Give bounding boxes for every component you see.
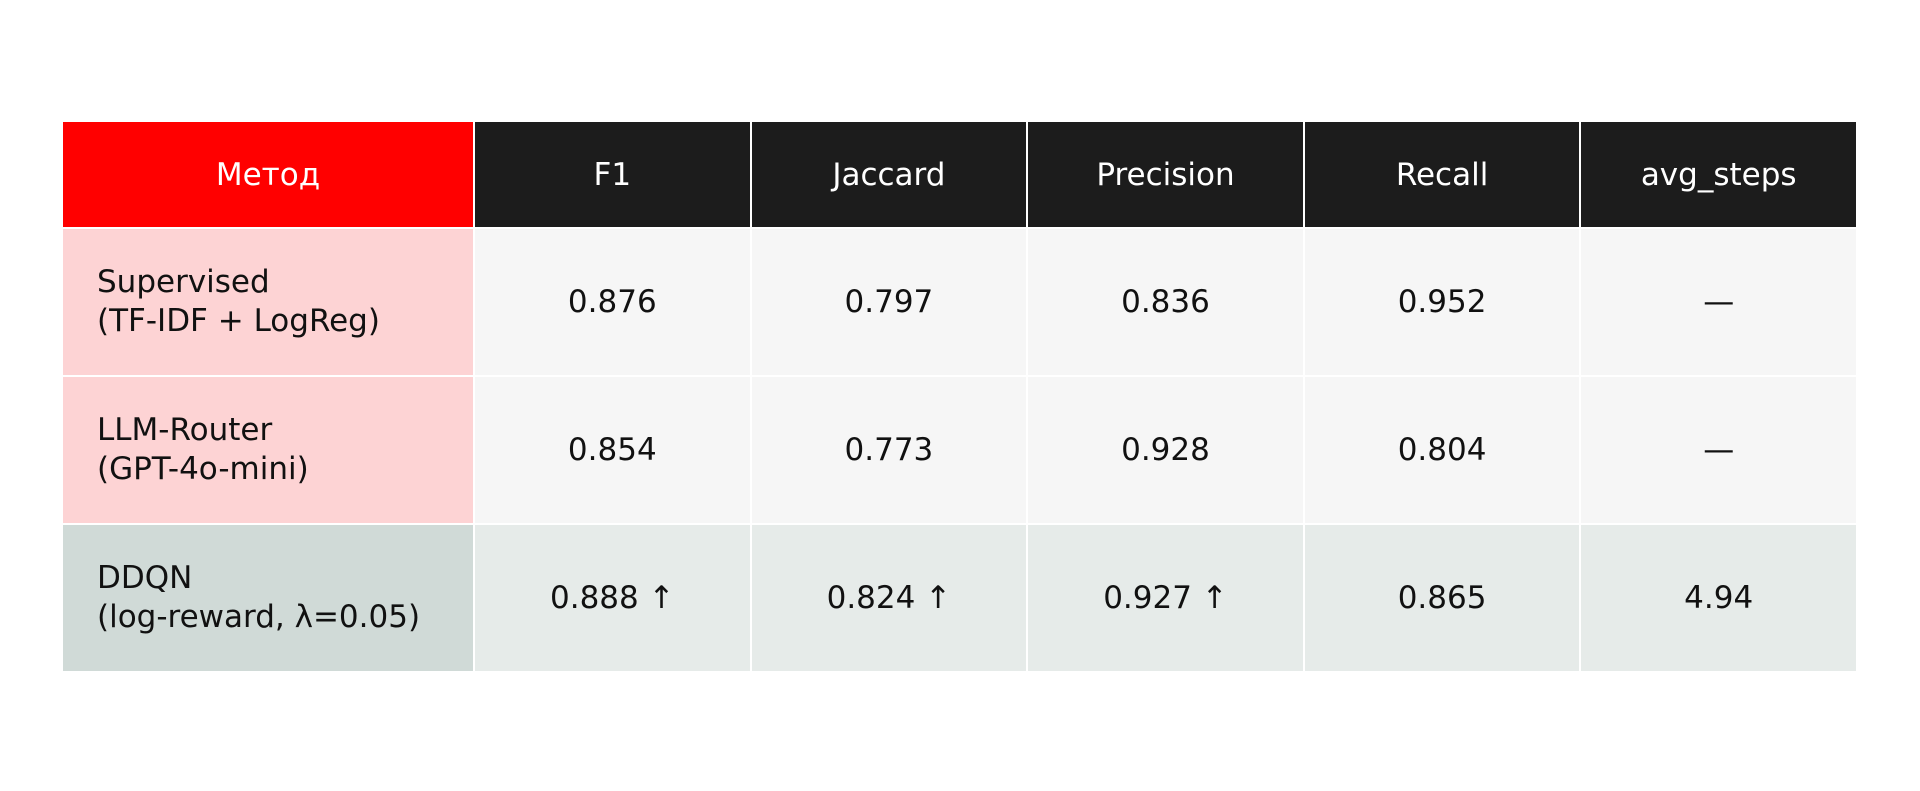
header-cell: Recall xyxy=(1302,120,1582,229)
table-row: LLM-Router (GPT-4o-mini) 0.854 0.773 0.928 0… xyxy=(61,375,1858,525)
value-cell: 0.927 ↑ xyxy=(1026,523,1305,673)
table-container: Метод F1 Jaccard Precision Recall avg_steps S… xyxy=(61,120,1858,673)
table-row: DDQN (log-reward, λ=0.05) 0.888 ↑ 0.824 ↑ 0… xyxy=(61,523,1858,673)
value-cell: 0.797 xyxy=(749,227,1029,377)
header-cell: F1 xyxy=(473,120,752,229)
value-cell: 0.928 xyxy=(1026,375,1305,525)
value-cell: 0.876 xyxy=(473,227,752,377)
results-table: Метод F1 Jaccard Precision Recall avg_steps S… xyxy=(61,120,1858,673)
header-cell: Precision xyxy=(1026,120,1305,229)
header-cell: Метод xyxy=(61,120,475,229)
value-cell: 4.94 xyxy=(1579,523,1858,673)
value-cell: — xyxy=(1579,227,1858,377)
value-cell: 0.854 xyxy=(473,375,752,525)
method-cell: LLM-Router (GPT-4o-mini) xyxy=(61,375,475,525)
value-cell: 0.773 xyxy=(749,375,1029,525)
header-cell: avg_steps xyxy=(1579,120,1858,229)
value-cell: 0.824 ↑ xyxy=(749,523,1029,673)
value-cell: 0.952 xyxy=(1302,227,1582,377)
table-row: Supervised (TF-IDF + LogReg) 0.876 0.797 0.… xyxy=(61,227,1858,377)
value-cell: 0.888 ↑ xyxy=(473,523,752,673)
value-cell: 0.865 xyxy=(1302,523,1582,673)
value-cell: 0.804 xyxy=(1302,375,1582,525)
value-cell: 0.836 xyxy=(1026,227,1305,377)
header-row: Метод F1 Jaccard Precision Recall avg_steps xyxy=(61,120,1858,229)
value-cell: — xyxy=(1579,375,1858,525)
method-cell: Supervised (TF-IDF + LogReg) xyxy=(61,227,475,377)
method-cell: DDQN (log-reward, λ=0.05) xyxy=(61,523,475,673)
header-cell: Jaccard xyxy=(749,120,1029,229)
